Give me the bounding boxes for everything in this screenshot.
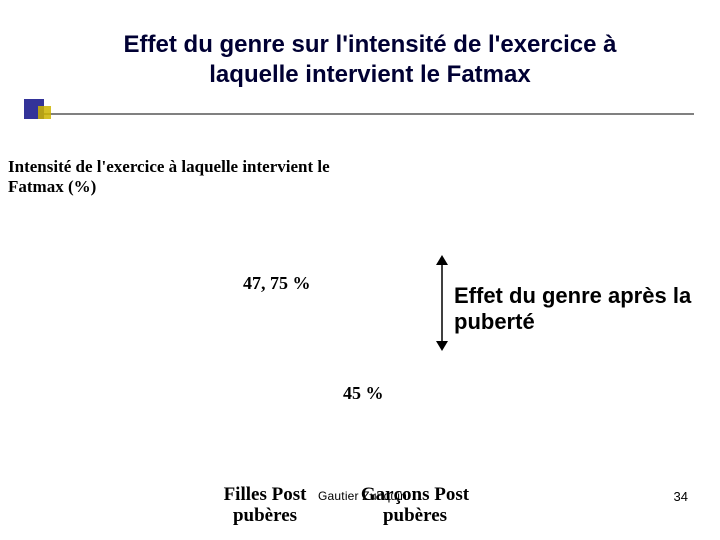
value-label-1: 47, 75 % [243,273,311,294]
double-arrow-icon [433,255,451,351]
value-label-2: 45 % [343,383,384,404]
effect-annotation: Effet du genre après la puberté [454,283,694,336]
y-axis-title: Intensité de l'exercice à laquelle inter… [8,157,368,198]
accent-square-secondary [38,106,51,119]
page-number: 34 [674,489,688,504]
slide-title: Effet du genre sur l'intensité de l'exer… [110,30,630,90]
slide: Effet du genre sur l'intensité de l'exer… [0,0,720,540]
title-underline [26,113,694,115]
x-category-1: Filles Post pubères [205,485,325,527]
footer-author: Gautier Zunquin [318,489,407,503]
